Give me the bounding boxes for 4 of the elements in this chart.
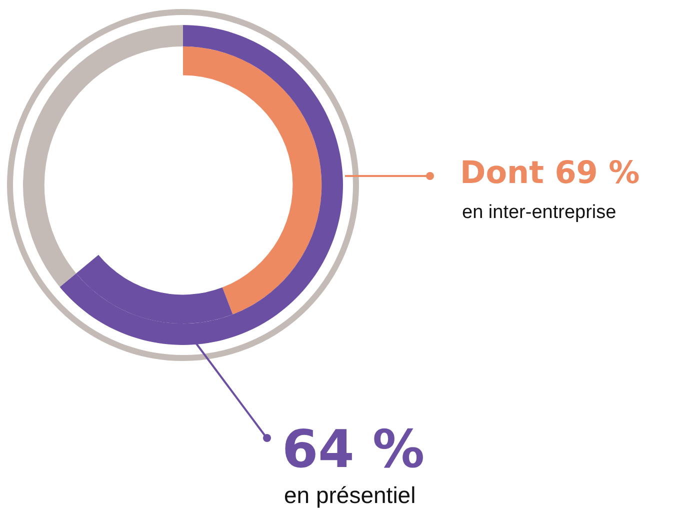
- text: en inter-entreprise: [462, 202, 616, 223]
- text: en présentiel: [284, 482, 416, 508]
- text: 64 %: [282, 420, 425, 480]
- text: Dont 69 %: [460, 155, 640, 191]
